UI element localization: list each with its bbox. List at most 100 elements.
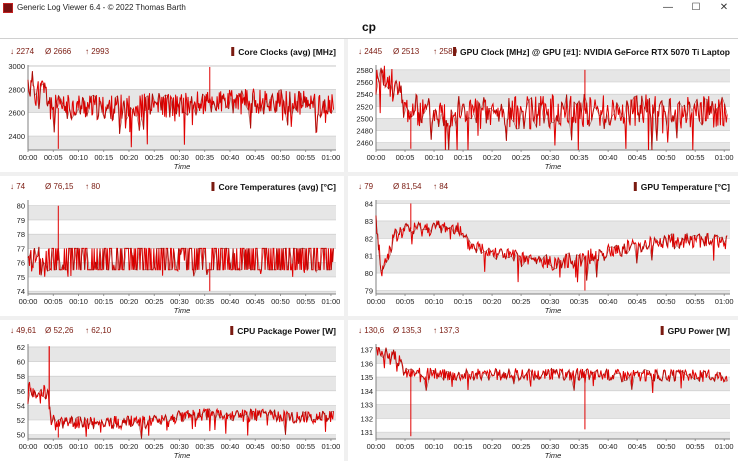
grid-band bbox=[28, 112, 336, 137]
grid-band bbox=[376, 118, 730, 131]
x-tick-label: 00:35 bbox=[195, 297, 214, 306]
x-tick-label: 00:00 bbox=[367, 153, 386, 162]
maximize-button[interactable]: ☐ bbox=[691, 2, 701, 13]
grid-band bbox=[28, 65, 336, 67]
x-tick-label: 00:05 bbox=[44, 442, 63, 451]
y-tick-label: 3000 bbox=[8, 62, 25, 71]
grid-band bbox=[28, 434, 336, 439]
chart-title: GPU Power [W] bbox=[668, 326, 731, 336]
x-tick-label: 00:15 bbox=[94, 297, 113, 306]
x-tick-label: 00:20 bbox=[120, 442, 139, 451]
y-tick-label: 131 bbox=[360, 428, 373, 437]
chart-panel-cpu-package-power: ↓ 49,61 Ø 52,26 ↑ 62,10 CPU Package Power [… bbox=[0, 320, 344, 461]
y-tick-label: 134 bbox=[360, 387, 373, 396]
y-tick-label: 82 bbox=[365, 234, 373, 243]
grid-band bbox=[376, 82, 730, 95]
y-tick-label: 2520 bbox=[356, 102, 373, 111]
x-tick-label: 00:05 bbox=[44, 153, 63, 162]
x-tick-label: 00:35 bbox=[570, 297, 589, 306]
y-tick-label: 132 bbox=[360, 414, 373, 423]
x-tick-label: 00:55 bbox=[296, 297, 315, 306]
x-tick-label: 01:00 bbox=[715, 442, 734, 451]
y-tick-label: 50 bbox=[17, 431, 25, 440]
horizontal-splitter-1[interactable] bbox=[0, 172, 738, 176]
stat-min: ↓ 49,61 bbox=[10, 326, 37, 335]
legend-swatch bbox=[660, 326, 664, 335]
y-tick-label: 80 bbox=[365, 269, 373, 278]
y-tick-label: 2560 bbox=[356, 78, 373, 87]
y-tick-label: 81 bbox=[365, 252, 373, 261]
grid-band bbox=[376, 349, 730, 364]
x-tick-label: 00:40 bbox=[221, 442, 240, 451]
x-tick-label: 00:40 bbox=[221, 297, 240, 306]
x-tick-label: 00:35 bbox=[570, 153, 589, 162]
page-heading: cp bbox=[361, 20, 376, 34]
x-tick-label: 00:50 bbox=[657, 153, 676, 162]
grid-band bbox=[376, 142, 730, 150]
legend-swatch bbox=[633, 182, 637, 191]
chart-title: CPU Package Power [W] bbox=[237, 326, 336, 336]
x-tick-label: 00:25 bbox=[145, 442, 164, 451]
minimize-button[interactable]: — bbox=[663, 2, 673, 13]
grid-band bbox=[28, 291, 336, 294]
chart-panel-core-temperatures: ↓ 74 Ø 76,15 ↑ 80 Core Temperatures (avg) [… bbox=[0, 176, 344, 316]
y-tick-label: 60 bbox=[17, 358, 25, 367]
chart-panel-core-clocks: ↓ 2274 Ø 2666 ↑ 2993 Core Clocks (avg) [MHz… bbox=[0, 41, 344, 172]
y-tick-label: 2480 bbox=[356, 127, 373, 136]
x-tick-label: 00:55 bbox=[686, 297, 705, 306]
grid-band bbox=[28, 205, 336, 220]
y-tick-label: 2460 bbox=[356, 139, 373, 148]
y-tick-label: 133 bbox=[360, 401, 373, 410]
chart-title: Core Clocks (avg) [MHz] bbox=[238, 47, 336, 57]
grid-band bbox=[28, 420, 336, 435]
x-axis-label: Time bbox=[174, 451, 191, 460]
x-tick-label: 00:30 bbox=[170, 153, 189, 162]
y-tick-label: 2800 bbox=[8, 85, 25, 94]
x-tick-label: 00:40 bbox=[221, 153, 240, 162]
x-tick-label: 00:05 bbox=[396, 153, 415, 162]
chart-panel-gpu-power: ↓ 130,6 Ø 135,3 ↑ 137,3 GPU Power [W] 137 136… bbox=[348, 320, 738, 461]
x-tick-label: 00:55 bbox=[686, 153, 705, 162]
x-tick-label: 00:25 bbox=[512, 297, 531, 306]
x-tick-label: 00:20 bbox=[483, 442, 502, 451]
stat-max: ↑ 137,3 bbox=[433, 326, 460, 335]
horizontal-splitter-2[interactable] bbox=[0, 316, 738, 320]
grid-band bbox=[376, 255, 730, 274]
grid-band bbox=[28, 344, 336, 347]
x-axis-label: Time bbox=[545, 451, 562, 460]
series-line-shadow bbox=[27, 71, 334, 134]
grid-band bbox=[28, 376, 336, 391]
core-temperatures-chart: ↓ 74 Ø 76,15 ↑ 80 Core Temperatures (avg) [… bbox=[10, 182, 340, 315]
y-tick-label: 137 bbox=[360, 346, 373, 355]
stat-max: ↑ 2993 bbox=[85, 47, 110, 56]
x-tick-label: 00:45 bbox=[246, 297, 265, 306]
x-tick-label: 00:00 bbox=[367, 297, 386, 306]
title-bar: Generic Log Viewer 6.4 - © 2022 Thomas B… bbox=[0, 0, 738, 16]
x-axis-label: Time bbox=[174, 162, 191, 171]
x-tick-label: 01:00 bbox=[322, 442, 341, 451]
stat-avg: Ø 76,15 bbox=[45, 182, 74, 191]
x-tick-label: 00:45 bbox=[628, 153, 647, 162]
x-tick-label: 00:45 bbox=[246, 153, 265, 162]
x-tick-label: 00:55 bbox=[296, 153, 315, 162]
x-tick-label: 00:00 bbox=[19, 442, 38, 451]
grid-band bbox=[376, 432, 730, 439]
close-button[interactable]: ✕ bbox=[719, 2, 729, 13]
gpu-temperature-chart: ↓ 79 Ø 81,54 ↑ 84 GPU Temperature [°C] 84 83 8… bbox=[358, 182, 734, 315]
x-tick-label: 00:35 bbox=[570, 442, 589, 451]
y-tick-label: 84 bbox=[365, 199, 373, 208]
stat-avg: Ø 81,54 bbox=[393, 182, 422, 191]
x-tick-label: 01:00 bbox=[715, 297, 734, 306]
x-tick-label: 00:55 bbox=[296, 442, 315, 451]
grid-band bbox=[28, 219, 336, 235]
grid-band bbox=[28, 390, 336, 406]
x-tick-label: 00:05 bbox=[396, 297, 415, 306]
y-tick-label: 80 bbox=[17, 202, 25, 211]
legend-swatch bbox=[231, 47, 235, 56]
x-tick-label: 00:10 bbox=[425, 442, 444, 451]
vertical-splitter[interactable] bbox=[344, 39, 348, 461]
stat-avg: Ø 2666 bbox=[45, 47, 72, 56]
stat-max: ↑ 62,10 bbox=[85, 326, 112, 335]
legend-swatch bbox=[211, 182, 215, 191]
y-tick-label: 136 bbox=[360, 359, 373, 368]
